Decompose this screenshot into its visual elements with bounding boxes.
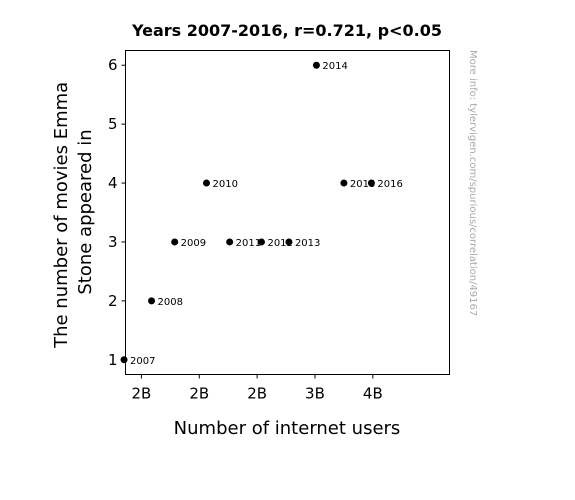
data-point xyxy=(257,238,265,246)
chart-title: Years 2007-2016, r=0.721, p<0.05 xyxy=(131,21,442,40)
plot-area-frame xyxy=(125,50,450,375)
data-point xyxy=(226,238,234,246)
data-point-label: 2011 xyxy=(236,238,261,249)
data-point-label: 2014 xyxy=(322,61,347,72)
data-point-label: 2012 xyxy=(267,238,292,249)
data-point-label: 2016 xyxy=(377,179,402,190)
data-point xyxy=(285,238,293,246)
data-point xyxy=(148,297,156,305)
data-point xyxy=(312,61,320,69)
data-point xyxy=(120,356,128,364)
x-tick-label: 2B xyxy=(247,385,267,403)
x-tick-label: 3B xyxy=(305,385,325,403)
x-axis-label: Number of internet users xyxy=(174,418,401,439)
x-tick-label: 2B xyxy=(189,385,209,403)
data-point-label: 2007 xyxy=(130,356,155,367)
data-point xyxy=(171,238,179,246)
x-tick-label: 2B xyxy=(131,385,151,403)
x-tick-label: 4B xyxy=(363,385,383,403)
data-point xyxy=(340,179,348,187)
y-tick-label: 1 xyxy=(108,351,118,369)
y-axis-label-line-1: The number of movies Emma xyxy=(51,82,72,349)
y-tick-label: 4 xyxy=(108,174,118,192)
data-point xyxy=(203,179,210,187)
y-axis-ticks: 1 2 3 4 5 6 xyxy=(108,56,126,369)
data-point-label: 2015 xyxy=(350,179,375,190)
data-point-label: 2013 xyxy=(295,238,320,249)
y-axis-label: The number of movies Emma Stone appeared… xyxy=(51,76,96,349)
x-axis-ticks: 2B 2B 2B 3B 4B xyxy=(131,374,383,403)
data-point-label: 2008 xyxy=(158,297,183,308)
y-tick-label: 2 xyxy=(108,292,118,310)
y-axis-label-line-2: Stone appeared in xyxy=(75,129,96,294)
data-point-label: 2010 xyxy=(213,179,238,190)
data-point xyxy=(367,179,375,187)
y-tick-label: 6 xyxy=(108,56,118,74)
data-point-label: 2009 xyxy=(181,238,206,249)
watermark-text: More info: tylervigen.com/spurious/corre… xyxy=(467,50,478,316)
data-points: 2007 2008 2009 2010 2011 2012 2013 2014 2015 2016 xyxy=(120,61,403,367)
y-tick-label: 3 xyxy=(108,233,118,251)
y-tick-label: 5 xyxy=(108,115,118,133)
